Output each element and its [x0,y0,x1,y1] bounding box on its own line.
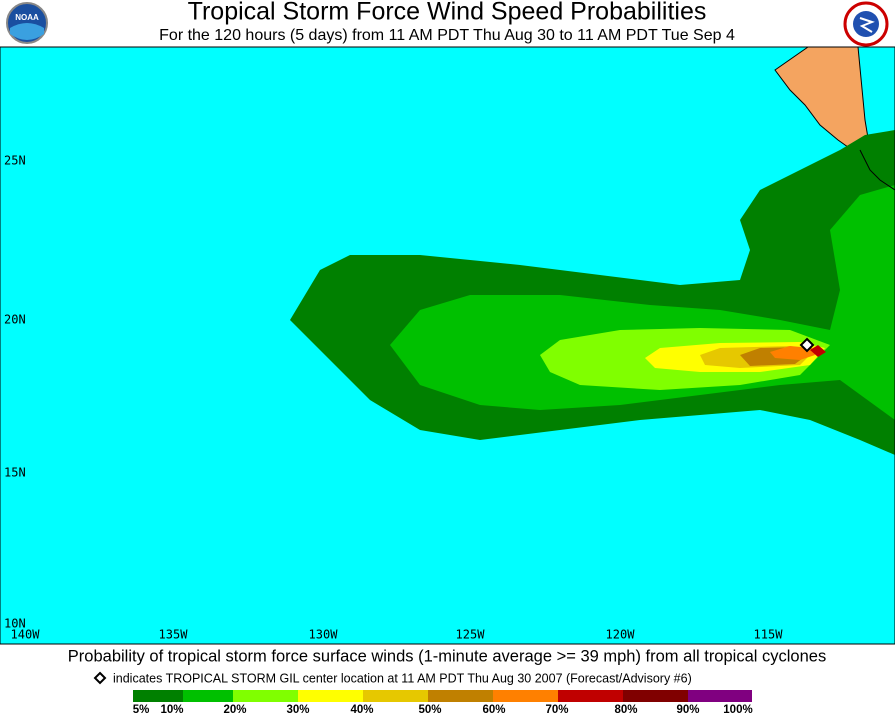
lon-label: 125W [456,628,486,642]
note-symbol [93,671,107,685]
lon-label: 140W [11,628,41,642]
legend-label: 100% [723,704,752,716]
map [0,46,895,645]
coastline [859,149,895,191]
legend-label: 50% [418,704,441,716]
lat-label: 10N [4,617,26,631]
lat-label: 15N [4,466,26,480]
legend-label: 60% [482,704,505,716]
legend-bar [133,690,752,702]
lat-label: 25N [4,154,26,168]
storm-center [799,337,815,353]
note: indicates TROPICAL STORM GIL center loca… [113,671,692,685]
title: Tropical Storm Force Wind Speed Probabil… [188,0,707,26]
svg-text:NOAA: NOAA [15,13,39,22]
legend-label: 20% [223,704,246,716]
nws-logo [843,1,889,47]
lon-label: 115W [754,628,784,642]
prob-60 [770,346,815,360]
subtitle: For the 120 hours (5 days) from 11 AM PD… [159,27,735,44]
map-frame [0,46,895,645]
legend-label: 30% [286,704,309,716]
legend-label: 80% [614,704,637,716]
legend-label: 90% [676,704,699,716]
legend-label: 10% [160,704,183,716]
legend-label: 40% [350,704,373,716]
noaa-logo: NOAA [6,2,48,44]
caption: Probability of tropical storm force surf… [68,647,826,665]
prob-70 [810,345,826,357]
legend-label: 5% [133,704,150,716]
legend-label: 70% [545,704,568,716]
lon-label: 120W [606,628,636,642]
lon-label: 135W [159,628,189,642]
lon-label: 130W [309,628,339,642]
lat-label: 20N [4,313,26,327]
